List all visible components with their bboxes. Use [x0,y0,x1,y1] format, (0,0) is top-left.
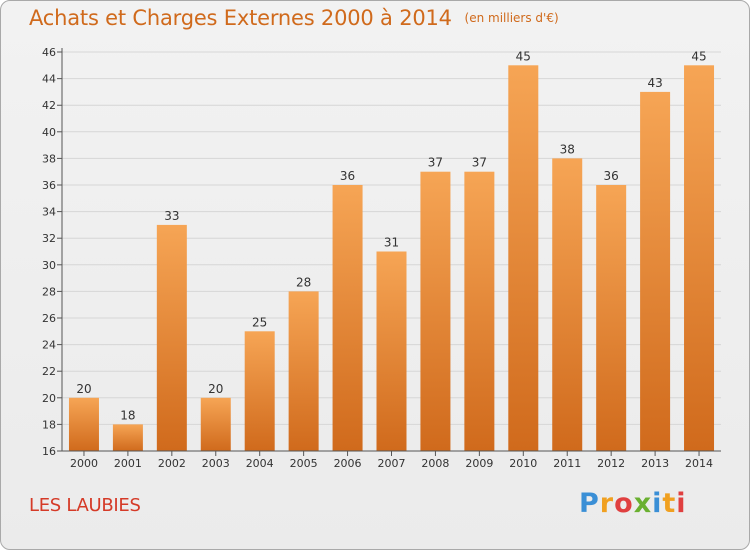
logo-letter: i [652,488,663,519]
bar [244,331,275,451]
bar [332,185,363,451]
x-tick-label: 2003 [202,457,230,470]
value-label: 28 [296,275,311,289]
y-tick-label: 40 [42,126,56,139]
chart-title: Achats et Charges Externes 2000 à 2014 (… [29,6,559,30]
value-label: 36 [604,169,619,183]
y-tick-label: 18 [42,418,56,431]
logo-letter: i [676,488,687,519]
y-tick-label: 42 [42,99,56,112]
x-tick-label: 2009 [465,457,493,470]
x-tick-label: 2011 [553,457,581,470]
value-label: 45 [691,49,706,63]
value-label: 45 [516,49,531,63]
bar [420,171,451,451]
x-tick-label: 2010 [509,457,537,470]
y-tick-label: 38 [42,152,56,165]
bar [288,291,319,451]
x-tick-label: 2008 [421,457,449,470]
chart-title-text: Achats et Charges Externes 2000 à 2014 [29,6,452,30]
bar [156,224,187,451]
y-tick-label: 16 [42,445,56,458]
value-label: 37 [428,156,443,170]
value-label: 20 [208,382,223,396]
axes [57,48,721,456]
bar [596,185,627,451]
chart-unit: (en milliers d'€) [464,11,559,25]
x-tick-label: 2002 [158,457,186,470]
value-label: 43 [647,76,662,90]
x-tick-label: 2000 [70,457,98,470]
bar [200,397,231,451]
y-tick-label: 24 [42,339,56,352]
logo-letter: P [579,488,600,519]
y-tick-label: 28 [42,285,56,298]
value-label: 37 [472,156,487,170]
x-tick-label: 2006 [334,457,362,470]
bars [68,65,715,452]
value-label: 18 [120,408,135,422]
x-tick-label: 2005 [290,457,318,470]
proxiti-logo: Proxiti [579,488,687,519]
place-name: LES LAUBIES [29,495,141,516]
y-tick-label: 34 [42,206,56,219]
x-tick-label: 2013 [641,457,669,470]
value-label: 36 [340,169,355,183]
bar [684,65,715,452]
value-label: 38 [560,142,575,156]
y-tick-label: 30 [42,259,56,272]
y-tick-label: 32 [42,232,56,245]
y-tick-label: 26 [42,312,56,325]
x-tick-label: 2014 [685,457,713,470]
labels: 16 18 20 22 24 26 28 30 32 34 36 38 40 42 44 46 20 2000 18… [42,46,713,470]
value-label: 33 [164,209,179,223]
x-tick-label: 2012 [597,457,625,470]
y-tick-label: 36 [42,179,56,192]
y-tick-label: 22 [42,365,56,378]
value-label: 25 [252,315,267,329]
logo-letter: t [662,488,677,519]
y-tick-label: 20 [42,392,56,405]
bar [68,397,99,451]
bar [552,158,583,451]
bar [464,171,495,451]
x-tick-label: 2001 [114,457,142,470]
logo-letter: x [633,488,653,519]
value-label: 31 [384,236,399,250]
logo-letter: o [614,488,634,519]
x-tick-label: 2004 [246,457,274,470]
bar [112,424,143,451]
logo-letter: r [599,488,615,519]
x-tick-label: 2007 [378,457,406,470]
value-label: 20 [76,382,91,396]
bar [376,251,407,451]
y-tick-label: 46 [42,46,56,59]
bar [508,65,539,452]
bar [640,91,671,452]
y-tick-label: 44 [42,73,56,86]
